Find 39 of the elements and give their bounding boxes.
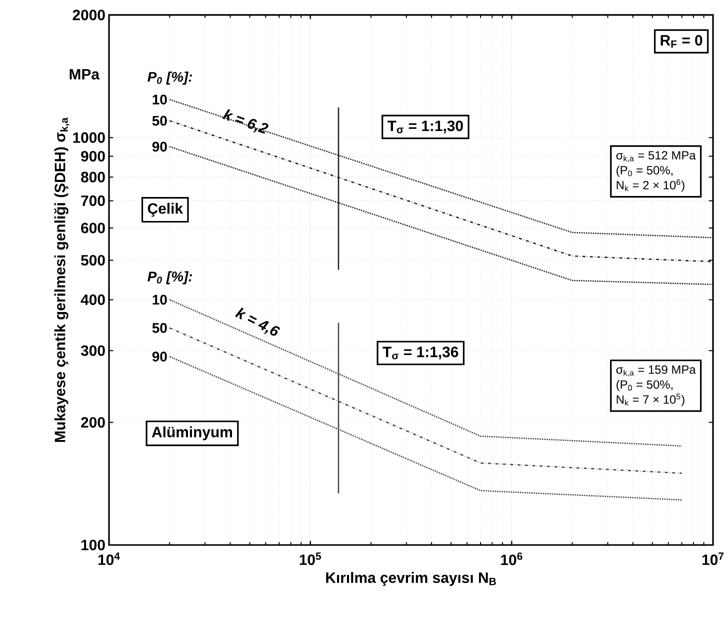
series-label: 10: [152, 294, 167, 305]
x-tick-label: 10$^{5}$: [300, 552, 322, 566]
annotation: σ$_{k,a}$ = 159 MPa: [616, 365, 696, 377]
y-tick-label: 300: [80, 345, 105, 356]
y-tick-label: 900: [81, 150, 105, 162]
annotation: N$_{k}$ = 7 × 10$^{5}$): [616, 394, 684, 406]
annotation: T$_{σ}$ = 1:1,30: [388, 120, 463, 134]
series-label: 50: [152, 323, 167, 333]
series-label: 90: [152, 142, 167, 152]
y-tick-label: 100: [81, 540, 105, 550]
y-tick-label: 2000: [72, 10, 105, 20]
series-label: 90: [152, 352, 167, 362]
annotation: Çelik: [148, 202, 184, 217]
x-tick-label: 10$^{7}$: [702, 552, 724, 566]
annotation: (P$_{0}$ = 50%,: [616, 380, 673, 392]
annotation: k = 6,2: [222, 109, 268, 134]
y-tick-label: 400: [80, 294, 105, 305]
annotation: (P$_{0}$ = 50%,: [616, 166, 673, 177]
annotation: T$_{σ}$ = 1:1,36: [382, 346, 458, 360]
annotation: N$_{k}$ = 2 × 10$^{6}$): [616, 179, 684, 192]
y-tick-label: 800: [81, 172, 105, 182]
y-axis-title: Mukayese çentik gerilmesi genliği (ŞDEH) σ$_{k,a}$: [54, 117, 70, 442]
x-tick-label: 10$^{4}$: [98, 552, 120, 566]
x-tick-label: 10$^{6}$: [501, 552, 522, 566]
series-label: 50: [152, 116, 167, 126]
x-axis-title: Kırılma çevrim sayısı N$_{B}$: [326, 572, 496, 586]
annotation: P$_{0}$ [%]:: [148, 72, 192, 85]
y-tick-label: 600: [81, 222, 105, 234]
text: MPa: [70, 69, 100, 80]
series-label: 10: [152, 94, 167, 104]
annotation: Alüminyum: [152, 426, 232, 440]
annotation: σ$_{k,a}$ = 512 MPa: [616, 151, 696, 162]
annotation: P$_{0}$ [%]:: [148, 271, 192, 284]
y-tick-label: 700: [81, 195, 105, 206]
annotation: k = 4,6: [235, 308, 280, 336]
y-tick-label: 200: [81, 417, 105, 428]
y-tick-label: 1000: [73, 132, 105, 143]
y-tick-label: 500: [81, 254, 105, 266]
annotation: R$_{F}$ = 0: [660, 35, 702, 48]
